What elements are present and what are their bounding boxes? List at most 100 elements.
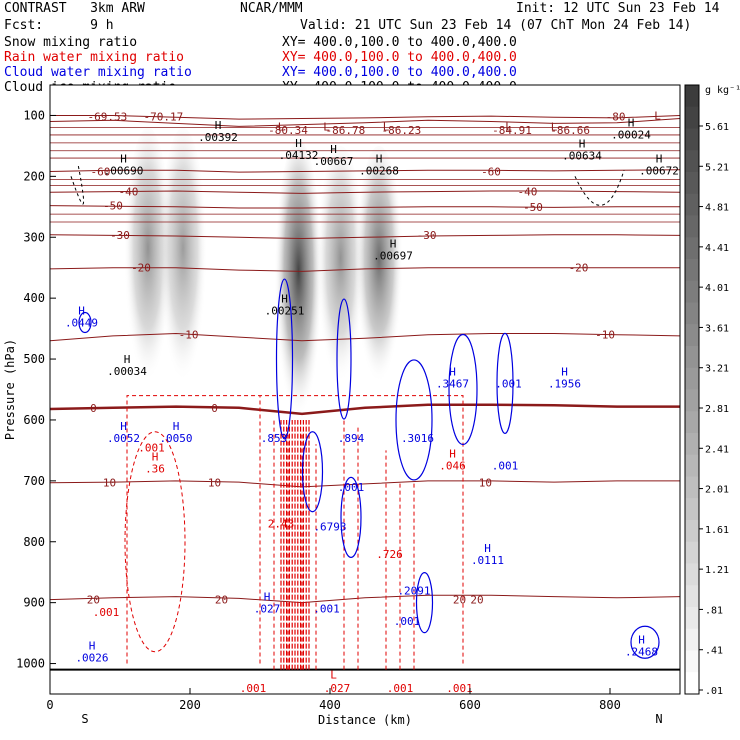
colorbar-segment xyxy=(685,541,699,564)
extreme-value: .001 xyxy=(313,603,340,616)
isotherm-line xyxy=(49,118,681,127)
colorbar-unit: g kg⁻¹ xyxy=(705,85,740,96)
temperature-label: -84.91 xyxy=(492,124,532,137)
extreme-value: .0449 xyxy=(65,317,98,330)
colorbar-segment xyxy=(685,650,699,673)
temperature-label: -50 xyxy=(103,200,123,213)
temperature-label: -69.53 xyxy=(88,111,128,124)
left-end-label: S xyxy=(81,712,88,726)
extreme-mark: H xyxy=(264,591,271,604)
temperature-label: -80.34 xyxy=(268,124,308,137)
extreme-value: .001 xyxy=(240,682,267,695)
y-tick-label: 900 xyxy=(23,596,45,610)
temperature-label: -60 xyxy=(90,165,110,178)
extreme-value: .027 xyxy=(324,682,351,695)
colorbar-tick-label: 1.21 xyxy=(705,565,729,576)
extreme-mark: H xyxy=(215,119,222,132)
y-tick-label: 400 xyxy=(23,291,45,305)
temperature-label: -30 xyxy=(417,229,437,242)
cloud-water-contour xyxy=(301,431,324,513)
extreme-value: .2468 xyxy=(625,645,658,658)
cloud-water-contour xyxy=(448,333,478,446)
isotherm-line xyxy=(50,115,681,120)
colorbar-segment xyxy=(685,433,699,456)
extreme-mark: H xyxy=(330,143,337,156)
extreme-value: .853 xyxy=(261,432,288,445)
colorbar-segment xyxy=(685,563,699,586)
colorbar-tick-label: 4.01 xyxy=(705,283,729,294)
extreme-mark: H xyxy=(376,152,383,165)
colorbar-frame xyxy=(684,84,700,695)
field-xy: XY= 400.0,100.0 to 400.0,400.0 xyxy=(282,65,517,80)
isotherm-line xyxy=(49,332,681,342)
extreme-value: .00690 xyxy=(104,164,144,177)
isotherm-line xyxy=(49,190,681,194)
x-axis-label: Distance (km) xyxy=(318,713,412,727)
header-title: CONTRAST 3km ARW xyxy=(4,1,145,16)
extreme-value: .2091 xyxy=(397,584,430,597)
extreme-value: .00672 xyxy=(639,164,679,177)
colorbar-tick-label: 4.81 xyxy=(705,203,729,214)
rain-contour xyxy=(124,431,186,653)
header-center: NCAR/MMM xyxy=(240,1,303,16)
extreme-value: 2.43 xyxy=(268,517,295,530)
header-init: Init: 12 UTC Sun 23 Feb 14 xyxy=(516,1,720,16)
y-tick-label: 600 xyxy=(23,413,45,427)
colorbar-tick-label: .41 xyxy=(705,646,723,657)
extreme-mark: H xyxy=(579,138,586,151)
colorbar-tick-label: 3.61 xyxy=(705,323,729,334)
colorbar-segment xyxy=(685,520,699,543)
extreme-mark: H xyxy=(656,152,663,165)
low-mark: L xyxy=(383,120,390,133)
isotherm-line xyxy=(49,403,680,416)
extreme-mark: H xyxy=(120,420,127,433)
cloud-water-contour xyxy=(630,625,660,659)
x-tick-label: 400 xyxy=(319,698,341,712)
snow-column xyxy=(159,127,207,396)
colorbar-segment xyxy=(685,411,699,434)
low-mark: L xyxy=(551,120,558,133)
extreme-mark: H xyxy=(638,633,645,646)
extreme-value: .3467 xyxy=(436,377,469,390)
colorbar-segment xyxy=(685,346,699,369)
colorbar-tick-label: 3.21 xyxy=(705,364,729,375)
snow-column xyxy=(316,145,365,396)
colorbar-tick-label: 2.41 xyxy=(705,444,729,455)
colorbar-tick-label: 2.81 xyxy=(705,404,729,415)
y-tick-label: 100 xyxy=(23,108,45,122)
right-end-label: N xyxy=(655,712,662,726)
extreme-value: .0050 xyxy=(159,432,192,445)
temperature-label: -80 xyxy=(606,111,626,124)
extreme-value: .00697 xyxy=(373,250,413,263)
temperature-label: 0 xyxy=(90,402,97,415)
colorbar-segment xyxy=(685,324,699,347)
temperature-label: -70.17 xyxy=(144,111,184,124)
temperature-label: -10 xyxy=(179,329,199,342)
field-label: Cloud water mixing ratio xyxy=(4,65,192,80)
colorbar-segment xyxy=(685,367,699,390)
colorbar-segment xyxy=(685,150,699,173)
colorbar-segment xyxy=(685,476,699,499)
field-label: Rain water mixing ratio xyxy=(4,50,185,65)
extreme-value: .00667 xyxy=(314,155,354,168)
extreme-value: .00024 xyxy=(611,128,651,141)
temperature-label: 20 xyxy=(453,594,466,607)
temperature-label: 0 xyxy=(211,402,218,415)
extreme-value: .04132 xyxy=(279,149,319,162)
isotherm-line xyxy=(49,594,681,604)
cloud-ice-contour xyxy=(70,164,625,206)
extreme-value: .0052 xyxy=(107,432,140,445)
colorbar-tick-label: 5.21 xyxy=(705,162,729,173)
cloud-water-contour xyxy=(340,476,362,558)
extreme-mark: H xyxy=(449,448,456,461)
cloud-water-contour xyxy=(415,572,434,634)
extreme-mark: H xyxy=(173,420,180,433)
y-tick-label: 200 xyxy=(23,169,45,183)
extreme-value: .6793 xyxy=(313,521,346,534)
temperature-label: 10 xyxy=(103,477,116,490)
y-tick-label: 700 xyxy=(23,474,45,488)
field-xy: XY= 400.0,100.0 to 400.0,400.0 xyxy=(282,35,517,50)
temperature-label: -86.78 xyxy=(326,124,366,137)
extreme-mark: H xyxy=(484,542,491,555)
isotherm-line xyxy=(49,234,681,240)
